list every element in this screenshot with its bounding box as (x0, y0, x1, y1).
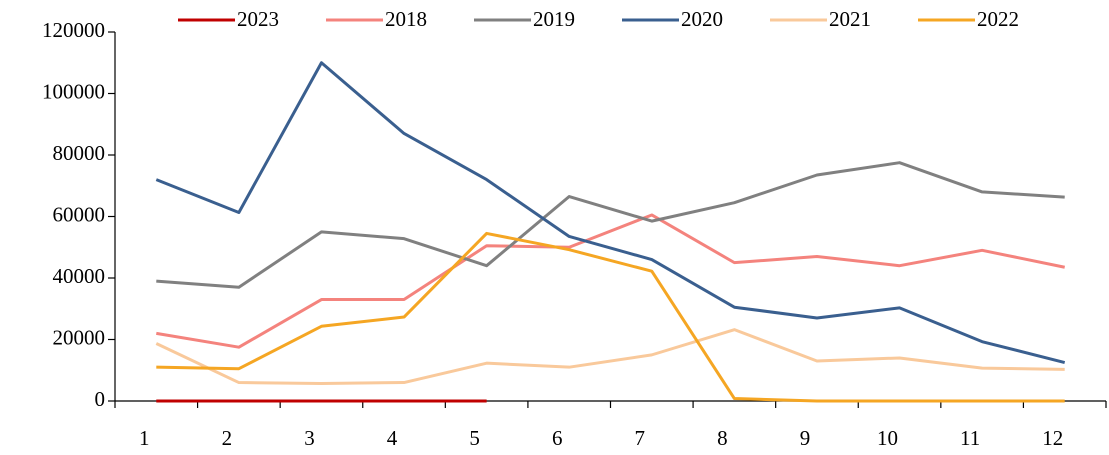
y-tick-label: 80000 (53, 141, 106, 165)
x-tick-label: 7 (635, 426, 646, 450)
x-tick-label: 12 (1042, 426, 1063, 450)
y-tick-label: 60000 (53, 202, 106, 226)
x-tick-label: 9 (800, 426, 811, 450)
x-tick-label: 3 (304, 426, 315, 450)
legend-label: 2021 (829, 7, 871, 31)
series-line (155, 61, 1066, 365)
x-tick-label: 1 (139, 426, 150, 450)
y-tick-label: 120000 (42, 18, 105, 42)
series-line (156, 231, 1065, 403)
y-tick-label: 100000 (42, 79, 105, 103)
x-tick-label: 4 (387, 426, 398, 450)
series-line (156, 161, 1065, 289)
x-tick-label: 6 (552, 426, 563, 450)
series-line (155, 328, 1065, 385)
legend-label: 2018 (385, 7, 427, 31)
x-tick-label: 2 (222, 426, 233, 450)
x-tick-label: 10 (877, 426, 898, 450)
y-tick-label: 40000 (53, 264, 106, 288)
legend-label: 2020 (681, 7, 723, 31)
legend-label: 2019 (533, 7, 575, 31)
x-tick-label: 11 (960, 426, 980, 450)
series-line (156, 213, 1066, 349)
x-tick-label: 5 (469, 426, 480, 450)
y-tick-label: 20000 (53, 325, 106, 349)
legend-label: 2022 (977, 7, 1019, 31)
legend-label: 2023 (237, 7, 279, 31)
x-tick-label: 8 (717, 426, 728, 450)
y-tick-label: 0 (95, 387, 106, 411)
